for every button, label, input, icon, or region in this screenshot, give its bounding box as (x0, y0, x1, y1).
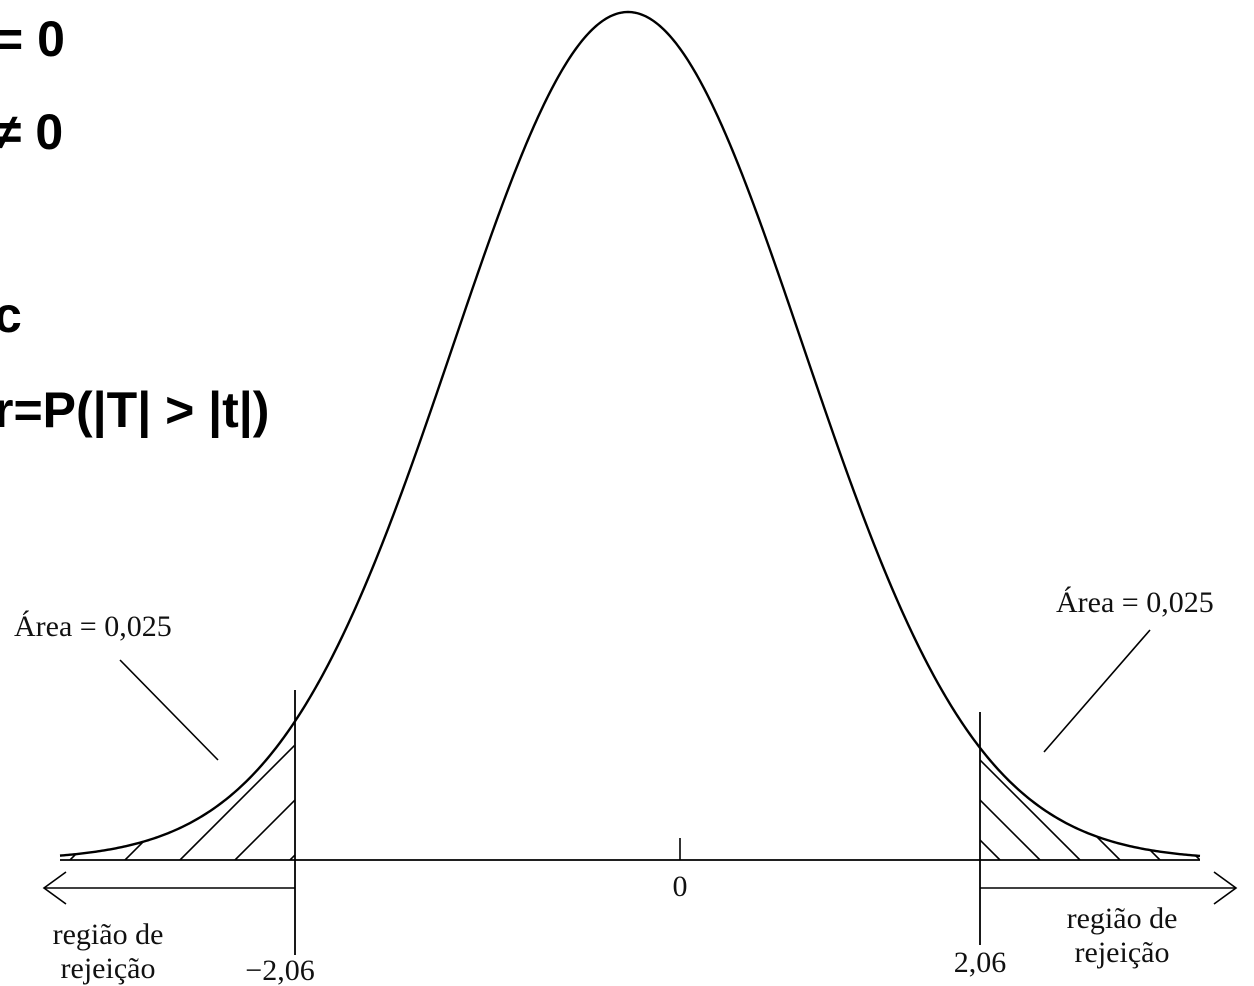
hatch-line (999, 747, 1200, 860)
rejection-left-label-line2: rejeição (61, 952, 156, 985)
hypothesis-null-fragment: = 0 (0, 11, 65, 67)
left-tail-hatch (69, 660, 710, 860)
hatch-line (980, 747, 1121, 860)
hatch-line (69, 722, 271, 860)
hatch-line (179, 722, 295, 860)
hatch-line (980, 747, 1041, 860)
hatch-line (400, 660, 600, 860)
p-value-formula: r=P(|T| > |t|) (0, 382, 270, 438)
text-fragment-c: c (0, 287, 22, 343)
rejection-right-label-line2: rejeição (1075, 936, 1170, 969)
hatch-line (1079, 747, 1200, 860)
hatch-line (234, 722, 295, 860)
hatch-line (345, 660, 545, 860)
center-label: 0 (673, 870, 688, 903)
hatch-line (1159, 747, 1200, 860)
area-left-pointer (119, 659, 219, 761)
hatch-line (510, 660, 710, 860)
rejection-right-label-line1: região de (1067, 902, 1178, 935)
rejection-left-label-line1: região de (53, 918, 164, 951)
hypothesis-alt-fragment: ≠ 0 (0, 104, 64, 160)
hatch-line (1119, 747, 1200, 860)
hatch-line (980, 747, 1001, 860)
hatch-line (1039, 747, 1200, 860)
density-curve (59, 10, 1201, 858)
right-rejection-arrow (980, 871, 1238, 905)
critical-value-left-label: −2,06 (245, 954, 314, 986)
area-right-pointer (1043, 629, 1151, 753)
hatch-line (980, 747, 1081, 860)
hatch-line (289, 722, 295, 860)
area-right-label: Área = 0,025 (1056, 586, 1214, 619)
area-left-label: Área = 0,025 (14, 610, 172, 643)
right-tail-hatch (980, 747, 1200, 860)
critical-value-right-label: 2,06 (954, 946, 1007, 979)
hatch-line (455, 660, 655, 860)
left-rejection-arrow (42, 871, 295, 905)
